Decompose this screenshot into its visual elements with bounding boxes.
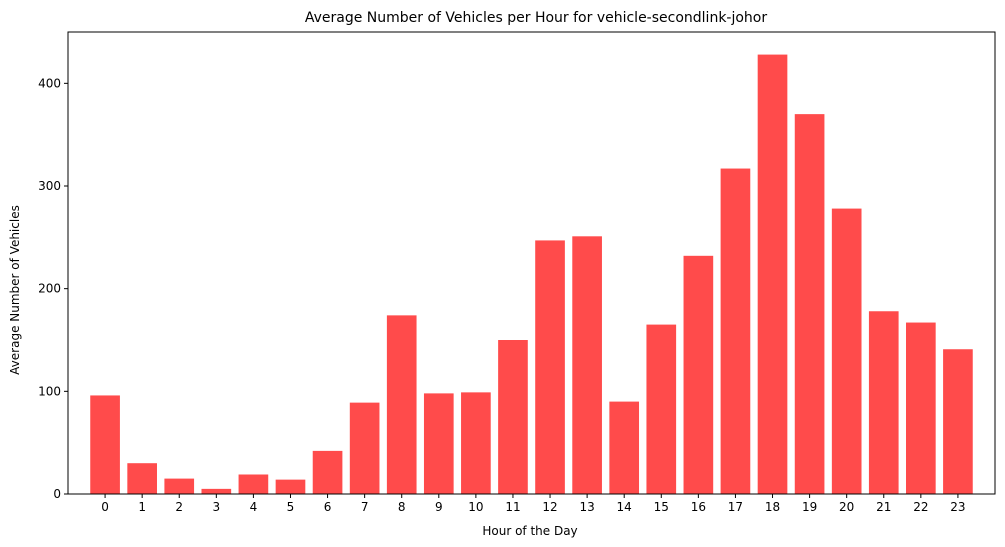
x-tick-label: 7 bbox=[361, 500, 369, 514]
bar-hour-13 bbox=[572, 236, 602, 494]
x-tick-label: 9 bbox=[435, 500, 443, 514]
x-tick-label: 14 bbox=[617, 500, 632, 514]
bar-hour-21 bbox=[868, 311, 899, 494]
bar-hour-4 bbox=[238, 474, 269, 494]
bar-hour-16 bbox=[683, 255, 714, 494]
x-tick-label: 19 bbox=[802, 500, 817, 514]
bar-hour-3 bbox=[201, 488, 232, 494]
x-tick-label: 6 bbox=[324, 500, 332, 514]
bar-hour-10 bbox=[461, 392, 491, 494]
y-tick-label: 0 bbox=[53, 487, 61, 501]
bar-hour-11 bbox=[498, 340, 528, 494]
x-tick-label: 20 bbox=[839, 500, 854, 514]
chart-title: Average Number of Vehicles per Hour for … bbox=[305, 10, 768, 26]
x-tick-label: 22 bbox=[913, 500, 928, 514]
x-tick-label: 4 bbox=[250, 500, 258, 514]
x-axis: 0 1 2 3 4 5 6 7 8 9 10 11 12 13 14 15 16 17 18 19 20 21 22 23 bbox=[101, 494, 966, 514]
x-tick-label: 12 bbox=[542, 500, 557, 514]
bars-group bbox=[90, 54, 973, 494]
x-axis-label: Hour of the Day bbox=[482, 524, 577, 538]
y-tick-label: 300 bbox=[38, 179, 61, 193]
y-tick-label: 100 bbox=[38, 384, 61, 398]
bar-hour-22 bbox=[906, 322, 936, 494]
bar-hour-19 bbox=[794, 114, 825, 494]
bar-hour-20 bbox=[831, 208, 862, 494]
bar-hour-23 bbox=[943, 349, 973, 494]
x-tick-label: 5 bbox=[287, 500, 295, 514]
bar-hour-6 bbox=[312, 450, 343, 494]
y-axis: 0 100 200 300 400 bbox=[38, 76, 68, 501]
bar-hour-14 bbox=[609, 401, 640, 494]
x-tick-label: 3 bbox=[212, 500, 220, 514]
y-axis-label: Average Number of Vehicles bbox=[8, 205, 22, 375]
bar-hour-1 bbox=[127, 463, 157, 494]
y-tick-label: 400 bbox=[38, 76, 61, 90]
x-tick-label: 13 bbox=[579, 500, 594, 514]
bar-hour-15 bbox=[646, 324, 677, 494]
bar-hour-8 bbox=[386, 315, 417, 494]
x-tick-label: 21 bbox=[876, 500, 891, 514]
bar-hour-17 bbox=[720, 168, 751, 494]
x-tick-label: 10 bbox=[468, 500, 483, 514]
x-tick-label: 2 bbox=[175, 500, 183, 514]
x-tick-label: 15 bbox=[654, 500, 669, 514]
bar-hour-12 bbox=[535, 240, 565, 494]
x-tick-label: 11 bbox=[505, 500, 520, 514]
bar-hour-5 bbox=[275, 479, 306, 494]
bar-hour-2 bbox=[164, 478, 195, 494]
bar-hour-9 bbox=[423, 393, 454, 494]
bar-hour-0 bbox=[90, 395, 120, 494]
x-tick-label: 17 bbox=[728, 500, 743, 514]
x-tick-label: 16 bbox=[691, 500, 706, 514]
x-tick-label: 1 bbox=[138, 500, 146, 514]
y-tick-label: 200 bbox=[38, 282, 61, 296]
bar-hour-7 bbox=[349, 402, 380, 494]
x-tick-label: 0 bbox=[101, 500, 109, 514]
x-tick-label: 23 bbox=[950, 500, 965, 514]
x-tick-label: 18 bbox=[765, 500, 780, 514]
bar-hour-18 bbox=[757, 54, 788, 494]
x-tick-label: 8 bbox=[398, 500, 406, 514]
plot-frame bbox=[67, 31, 996, 495]
